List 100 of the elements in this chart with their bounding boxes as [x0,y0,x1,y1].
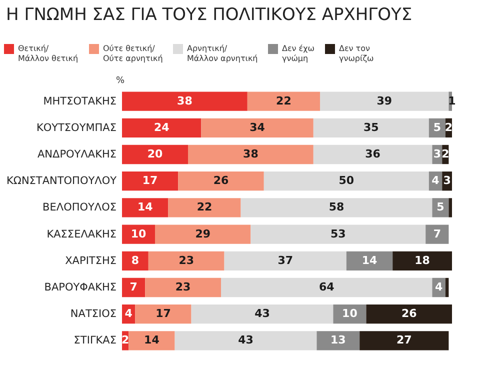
data-label: 4 [124,307,133,320]
y-tick-label: ΣΤΙΓΚΑΣ [74,334,116,347]
bar [313,118,429,138]
bar [122,118,202,138]
data-label: 37 [278,254,294,267]
bar [174,331,317,350]
data-label: 50 [338,174,354,188]
data-label: 10 [130,227,146,240]
data-label: 4 [434,280,443,294]
data-label: 14 [144,334,160,347]
data-label: 64 [318,280,335,294]
data-label: 24 [154,120,170,134]
bar [445,278,449,298]
y-tick-label: ΧΑΡΙΤΣΗΣ [65,254,116,267]
bar [224,251,346,270]
data-label: 14 [362,254,378,267]
data-label: 10 [342,307,358,320]
data-label: 29 [195,227,211,240]
bar [155,224,251,244]
bar [122,172,178,191]
bar [188,144,314,164]
bar [316,331,360,350]
y-tick-label: ΚΑΣΣΕΛΑΚΗΣ [46,228,116,240]
legend-label: Αρνητική/ Μάλλον αρνητική [187,44,258,63]
bar [392,251,452,270]
data-label: 8 [131,254,140,267]
data-label: 26 [213,174,229,188]
data-label: 5 [433,120,441,134]
bar [346,251,393,270]
data-label: 13 [330,334,346,347]
data-label: 1 [448,94,456,108]
legend-label: Ούτε θετική/ Ούτε αρνητική [103,44,163,63]
data-label: 36 [365,148,381,160]
data-label: 43 [238,334,254,347]
bar [128,331,175,350]
data-label: 38 [243,148,258,160]
bar [432,198,449,218]
bar [191,304,334,324]
y-tick-label: ΑΝΔΡΟΥΛΑΚΗΣ [37,148,116,160]
legend-label: Θετική/ Μάλλον θετική [18,44,78,63]
data-label: 38 [177,94,192,108]
legend-label: Δεν έχω γνώμη [282,44,315,63]
data-label: 4 [432,174,440,188]
legend-label: Δεν τον γνωρίζω [339,44,374,63]
data-label: 5 [436,200,444,214]
data-label: 3 [443,174,451,188]
bar [360,331,449,350]
y-tick-label: ΒΕΛΟΠΟΥΛΟΣ [42,202,116,214]
data-label: 14 [137,200,154,214]
bar [201,118,314,138]
text: % [116,76,125,86]
bar [122,224,155,244]
data-label: 22 [196,200,212,214]
y-tick-label: ΝΑΤΣΙΟΣ [70,308,116,320]
data-label: 26 [401,307,418,320]
bar [178,172,264,191]
bar [135,304,192,324]
data-label: 39 [376,94,392,108]
bar [145,278,221,298]
bar [240,198,432,218]
bar [122,144,188,164]
chart-title: Η ΓΝΩΜΗ ΣΑΣ ΓΙΑ ΤΟΥΣ ΠΟΛΙΤΙΚΟΥΣ ΑΡΧΗΓΟΥΣ [6,5,412,25]
data-label: 22 [276,94,292,108]
y-tick-label: ΚΟΥΤΣΟΥΜΠΑΣ [36,122,116,134]
data-label: 2 [442,148,450,160]
y-tick-label: ΚΩΝΣΤΑΝΤΟΠΟΥΛΟΥ [6,175,118,188]
bar [264,172,429,191]
data-label: 7 [130,280,138,294]
bar [366,304,452,324]
data-label: 7 [433,227,441,240]
data-label: 23 [178,254,194,267]
data-label: 53 [330,227,346,240]
data-label: 23 [175,280,191,294]
data-label: 35 [363,120,379,134]
data-label: 43 [254,307,270,320]
data-label: 20 [147,148,163,160]
bar [221,278,432,298]
bar [168,198,241,218]
data-label: 17 [156,307,171,320]
data-label: 27 [396,334,412,347]
y-tick-label: ΒΑΡΟΥΦΑΚΗΣ [44,282,116,294]
bar [122,278,146,298]
data-label: 17 [142,174,158,188]
data-label: 3 [433,148,441,160]
data-label: 34 [250,120,266,134]
data-label: 18 [414,254,430,267]
bar [250,224,426,244]
y-tick-label: ΜΗΤΣΟΤΑΚΗΣ [43,95,116,108]
data-label: 2 [444,120,453,134]
bar [122,198,168,218]
data-label: 58 [328,200,344,214]
bar [122,251,148,270]
bar [448,198,452,218]
bar [247,92,320,111]
bar [426,224,449,244]
bar [320,92,449,111]
bar [313,144,432,164]
bar [122,92,248,111]
data-label: 2 [121,334,130,347]
bar [148,251,224,270]
